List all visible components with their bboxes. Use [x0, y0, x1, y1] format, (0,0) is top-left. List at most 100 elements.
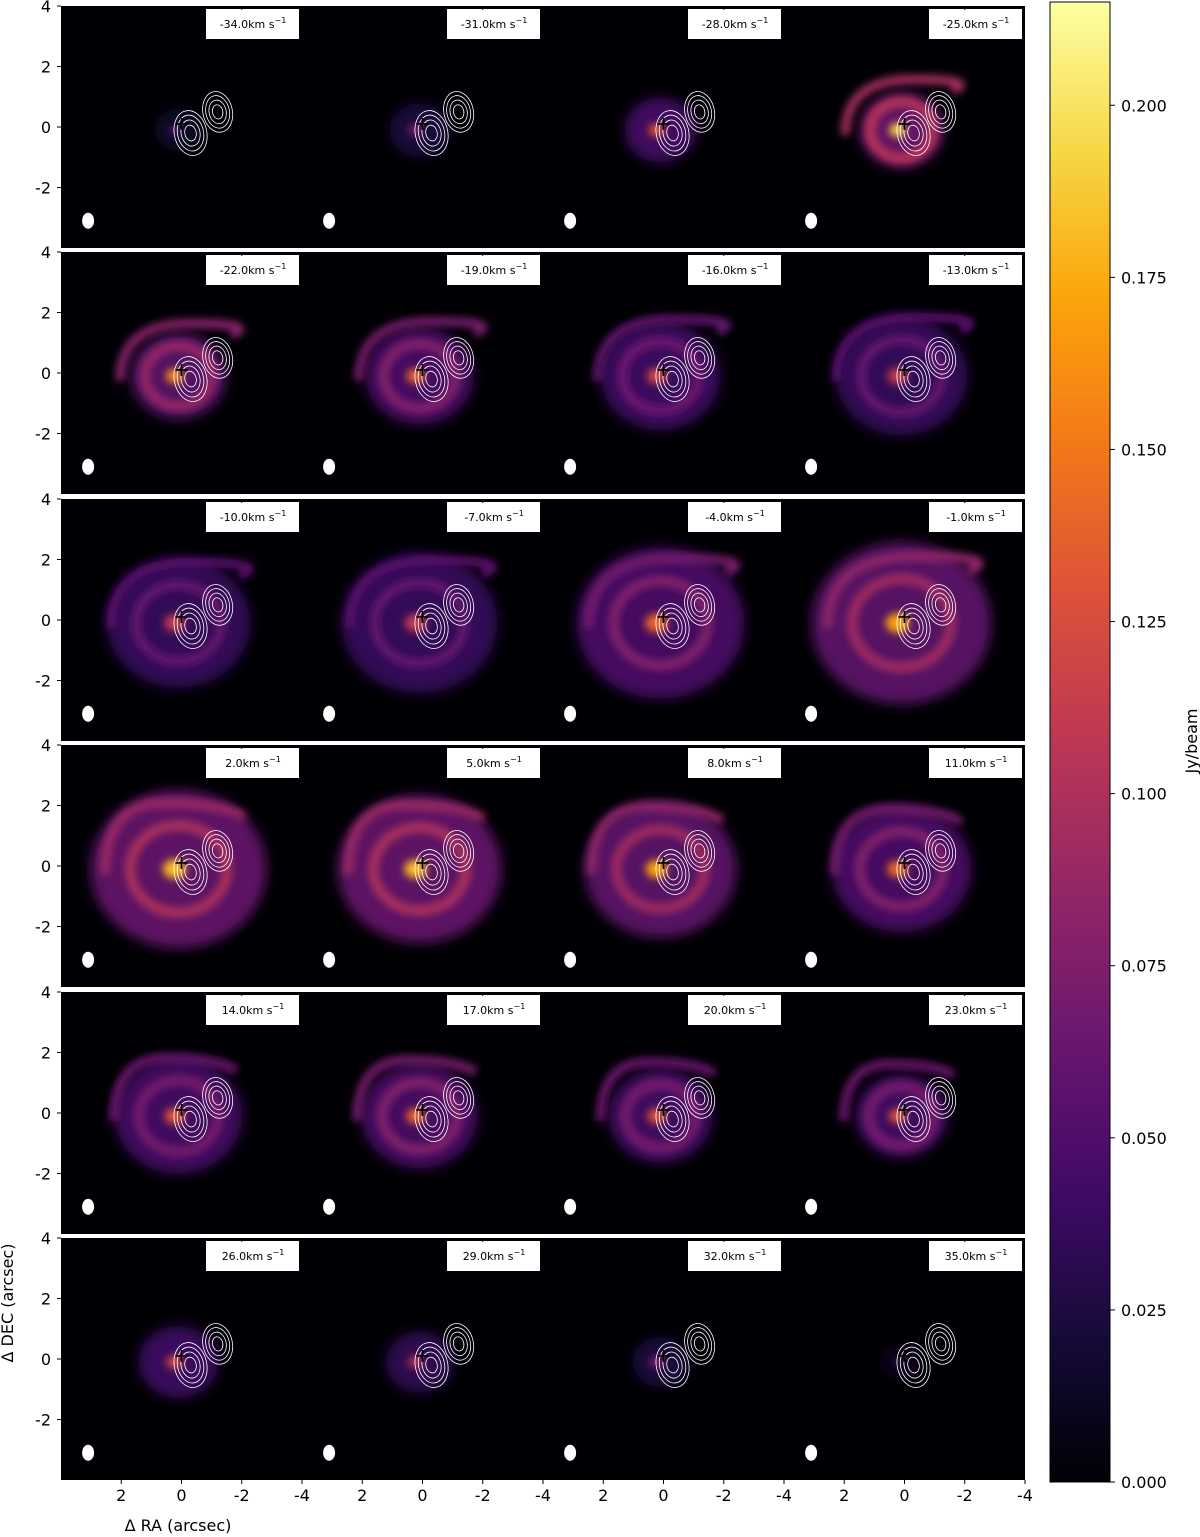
x-tick-label: -2	[716, 1486, 732, 1505]
beam	[564, 951, 577, 968]
colorbar-tick-label: 0.075	[1121, 957, 1167, 976]
colorbar-tick-label: 0.025	[1121, 1301, 1167, 1320]
channel-panel: 2.0km s−1 4 2 0 -2	[35, 736, 302, 987]
svg-text:-31.0km s−1: -31.0km s−1	[461, 16, 528, 31]
velocity-label: -10.0km s−1	[206, 502, 299, 532]
continuum-contours	[896, 830, 957, 895]
continuum-contours	[655, 91, 716, 156]
panel-ticks	[784, 252, 1025, 494]
channel-panel: -22.0km s−1 4 2 0 -2	[35, 243, 302, 494]
channel-panel: -4.0km s−1	[543, 499, 784, 741]
source-marker	[175, 856, 188, 869]
continuum-contours	[414, 337, 475, 402]
y-tick-label: -2	[35, 425, 51, 444]
beam	[82, 212, 95, 229]
continuum-contours	[173, 337, 234, 402]
continuum-contours	[655, 830, 716, 895]
channel-panel: 14.0km s−1 4 2 0 -2	[35, 983, 302, 1234]
velocity-label: 20.0km s−1	[688, 995, 781, 1025]
emission	[138, 1326, 219, 1399]
emission	[624, 97, 697, 163]
beam	[323, 458, 336, 475]
velocity-label: -4.0km s−1	[688, 502, 781, 532]
continuum-contours	[896, 337, 957, 402]
emission	[831, 312, 975, 436]
continuum-contours	[655, 1323, 716, 1388]
emission	[839, 1059, 956, 1158]
y-tick-label: -2	[35, 672, 51, 691]
continuum-contours	[173, 1077, 234, 1142]
velocity-label: 14.0km s−1	[206, 995, 299, 1025]
y-tick-label: 4	[41, 1229, 51, 1248]
channel-panel: 32.0km s−1 2 0 -2 -4	[543, 1238, 792, 1505]
svg-text:-1.0km s−1: -1.0km s−1	[946, 509, 1006, 524]
beam	[564, 1444, 577, 1461]
emission	[592, 314, 731, 431]
panel-ticks	[784, 499, 1025, 741]
channel-panel: 26.0km s−1 4 2 0 -2 2 0 -2 -4	[35, 1229, 310, 1505]
panel-ticks	[61, 6, 302, 248]
svg-text:35.0km s−1: 35.0km s−1	[945, 1248, 1008, 1263]
channel-panel: -25.0km s−1	[784, 6, 1025, 248]
source-marker	[657, 856, 670, 869]
colorbar-tick-label: 0.200	[1121, 96, 1167, 115]
emission	[90, 789, 267, 949]
y-tick-label: 2	[41, 551, 51, 570]
source-marker	[175, 1103, 188, 1116]
emission	[337, 795, 502, 943]
svg-text:29.0km s−1: 29.0km s−1	[463, 1248, 526, 1263]
beam	[82, 705, 95, 722]
beam	[323, 1444, 336, 1461]
colorbar-gradient	[1049, 1, 1111, 1483]
y-tick-label: 0	[41, 1350, 51, 1369]
colorbar-tick-label: 0.150	[1121, 440, 1167, 459]
continuum-contours	[896, 1077, 957, 1142]
source-marker	[657, 610, 670, 623]
x-tick-label: -4	[535, 1486, 551, 1505]
emission	[576, 547, 745, 699]
channel-panel: 23.0km s−1	[784, 992, 1025, 1234]
velocity-label: -16.0km s−1	[688, 255, 781, 285]
channel-panel: -10.0km s−1 4 2 0 -2	[35, 490, 302, 741]
panel-ticks	[61, 992, 302, 1234]
y-tick-label: 0	[41, 118, 51, 137]
channel-panel: -13.0km s−1	[784, 252, 1025, 494]
emission	[109, 1053, 243, 1174]
colorbar-tick-label: 0.125	[1121, 613, 1167, 632]
beam	[323, 1198, 336, 1215]
source-marker	[898, 117, 911, 130]
panel-ticks	[784, 992, 1025, 1234]
svg-text:14.0km s−1: 14.0km s−1	[222, 1002, 285, 1017]
beam	[323, 212, 336, 229]
y-tick-label: 0	[41, 611, 51, 630]
emission	[341, 552, 498, 694]
emission	[840, 74, 965, 168]
velocity-label: 11.0km s−1	[929, 748, 1022, 778]
beam	[323, 705, 336, 722]
emission	[811, 542, 992, 705]
panel-ticks	[302, 6, 543, 248]
svg-text:2.0km s−1: 2.0km s−1	[225, 755, 281, 770]
velocity-label: 32.0km s−1	[688, 1241, 781, 1271]
svg-text:-19.0km s−1: -19.0km s−1	[461, 262, 528, 277]
svg-text:-25.0km s−1: -25.0km s−1	[943, 16, 1010, 31]
panel-ticks	[543, 1238, 784, 1480]
panel-ticks	[784, 1238, 1025, 1480]
continuum-contours	[896, 584, 957, 649]
source-marker	[175, 117, 188, 130]
channel-panel: -31.0km s−1	[302, 6, 543, 248]
svg-text:5.0km s−1: 5.0km s−1	[466, 755, 522, 770]
velocity-label: 2.0km s−1	[206, 748, 299, 778]
channel-panel: 11.0km s−1	[784, 745, 1025, 987]
continuum-contours	[414, 91, 475, 156]
continuum-contours	[655, 584, 716, 649]
continuum-contours	[655, 337, 716, 402]
panel-ticks	[61, 252, 302, 494]
source-marker	[898, 1103, 911, 1116]
svg-text:8.0km s−1: 8.0km s−1	[707, 755, 763, 770]
x-tick-label: -4	[294, 1486, 310, 1505]
svg-text:-13.0km s−1: -13.0km s−1	[943, 262, 1010, 277]
beam	[82, 1444, 95, 1461]
